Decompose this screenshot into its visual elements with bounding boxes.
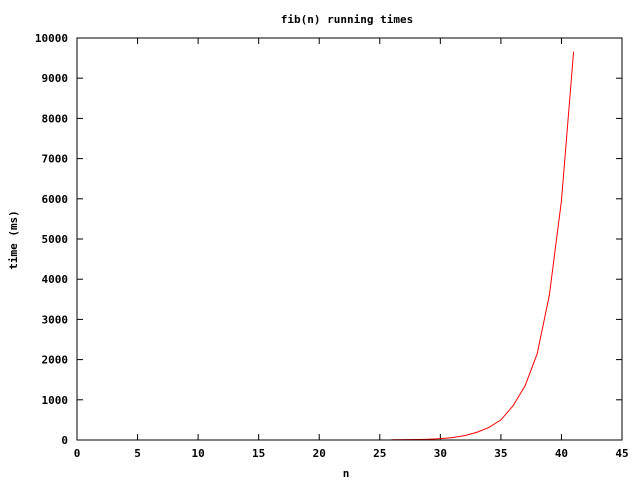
data-point: [427, 438, 429, 440]
y-tick-label: 10000: [35, 32, 68, 45]
data-point: [500, 419, 502, 421]
ticks-layer: 0 5 10 15 20 25 30 35 40 45 0 1000 2000 3000 4000 5000 6…: [35, 32, 629, 460]
x-tick-label: 30: [434, 447, 447, 460]
y-tick-label: 4000: [42, 273, 69, 286]
x-tick-label: 15: [252, 447, 265, 460]
y-tick-label: 6000: [42, 193, 69, 206]
data-point: [488, 427, 490, 429]
x-tick-label: 35: [494, 447, 507, 460]
x-tick-label: 45: [615, 447, 628, 460]
data-point: [476, 431, 478, 433]
series-line: [391, 52, 575, 441]
y-tick-label: 0: [61, 434, 68, 447]
y-axis-label: time (ms): [7, 210, 20, 270]
y-tick-label: 9000: [42, 72, 69, 85]
data-point: [548, 294, 550, 296]
x-tick-label: 0: [74, 447, 81, 460]
plot-frame: [76, 37, 623, 441]
chart-title: fib(n) running times: [281, 13, 413, 26]
data-point: [536, 353, 538, 355]
y-tick-label: 3000: [42, 313, 69, 326]
data-point: [439, 438, 441, 440]
data-point: [464, 435, 466, 437]
x-tick-label: 40: [555, 447, 568, 460]
y-tick-label: 2000: [42, 354, 69, 367]
y-tick-label: 1000: [42, 394, 69, 407]
series-layer: [391, 51, 575, 441]
data-point: [573, 51, 575, 53]
y-tick-label: 7000: [42, 153, 69, 166]
data-point: [512, 405, 514, 407]
x-tick-label: 20: [313, 447, 326, 460]
x-tick-label: 10: [191, 447, 204, 460]
data-point: [560, 200, 562, 202]
x-tick-label: 5: [134, 447, 141, 460]
y-tick-label: 8000: [42, 112, 69, 125]
x-tick-label: 25: [373, 447, 386, 460]
y-tick-label: 5000: [42, 233, 69, 246]
x-axis-label: n: [343, 467, 350, 480]
data-point: [451, 437, 453, 439]
data-point: [524, 385, 526, 387]
